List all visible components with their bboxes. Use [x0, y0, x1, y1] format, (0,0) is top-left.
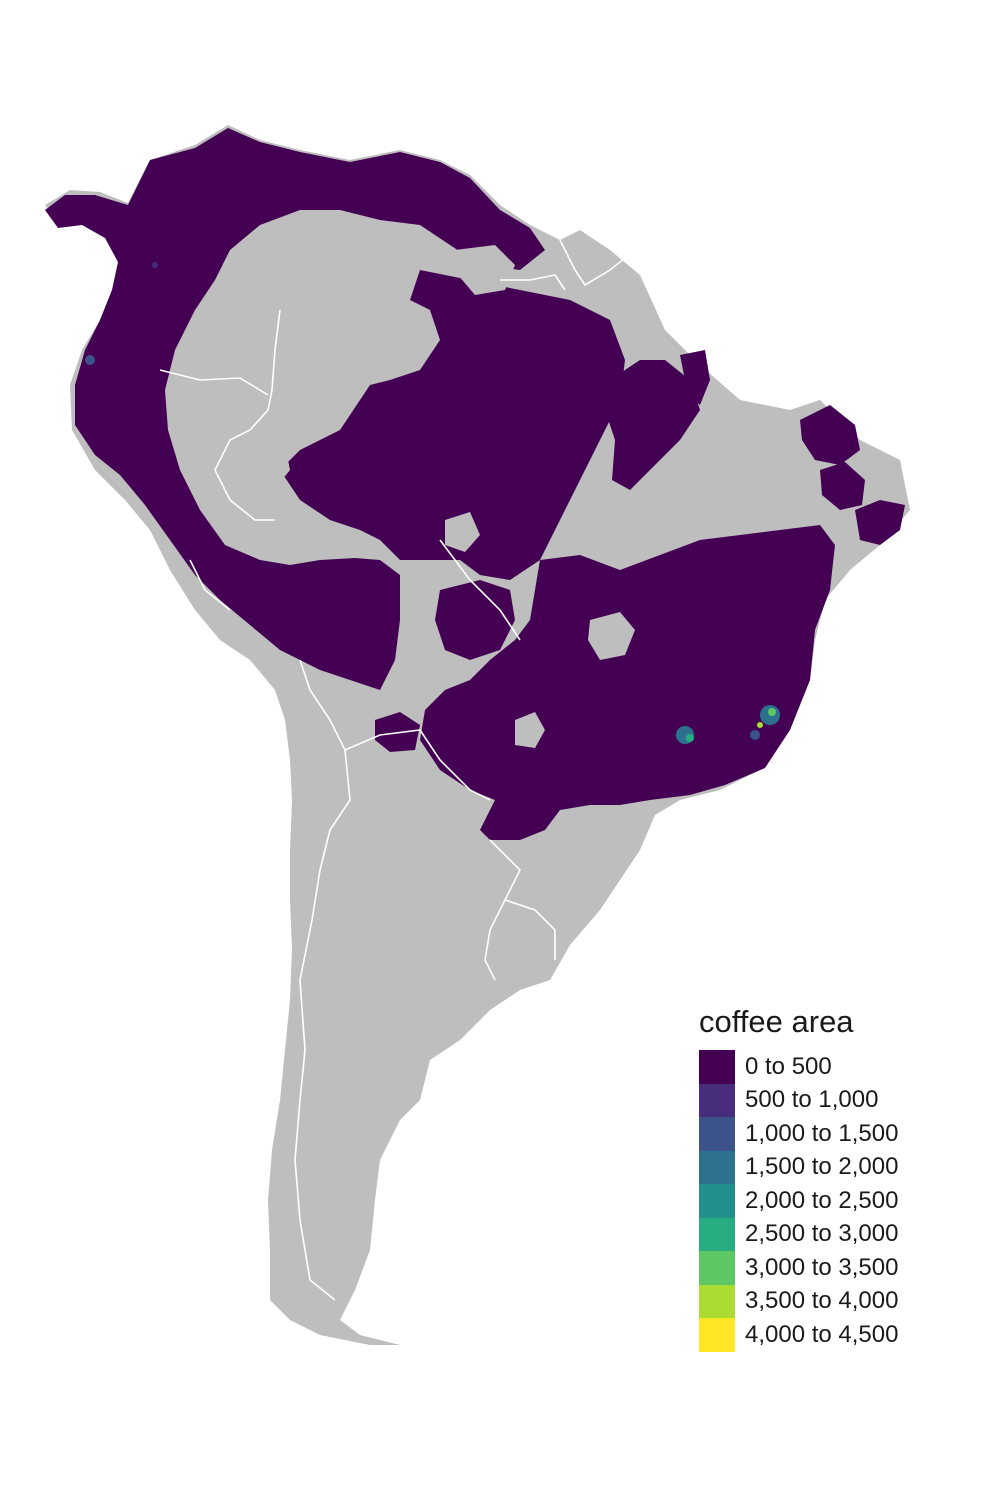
legend-item: 1,500 to 2,000	[699, 1150, 899, 1184]
legend-item: 1,000 to 1,500	[699, 1117, 898, 1151]
legend-swatch	[699, 1083, 735, 1117]
legend-swatch	[699, 1050, 735, 1084]
legend-item: 500 to 1,000	[699, 1083, 898, 1117]
legend-item: 4,000 to 4,500	[699, 1318, 898, 1352]
legend-swatch	[699, 1117, 735, 1151]
legend-label: 1,000 to 1,500	[745, 1119, 899, 1147]
coffee-hotspots	[85, 262, 780, 744]
legend-label: 0 to 500	[745, 1052, 832, 1080]
legend-swatch	[699, 1150, 735, 1184]
legend-swatch	[699, 1184, 735, 1218]
legend-swatch	[699, 1284, 735, 1318]
legend-swatch	[699, 1217, 735, 1251]
legend-swatch	[699, 1318, 735, 1352]
map-legend: coffee area 0 to 500 500 to 1,000 1,000 to…	[699, 1002, 898, 1352]
legend-label: 2,000 to 2,500	[745, 1186, 899, 1214]
legend-rows: 0 to 500 500 to 1,000 1,000 to 1,500 1,500 …	[699, 1050, 898, 1352]
legend-title: coffee area	[699, 1004, 854, 1039]
legend-item: 3,000 to 3,500	[699, 1251, 898, 1285]
coffee-area-region	[45, 128, 905, 840]
legend-label: 3,500 to 4,000	[745, 1287, 899, 1315]
legend-item: 0 to 500	[699, 1050, 898, 1084]
non-coffee-gaps	[220, 245, 635, 748]
legend-item: 2,000 to 2,500	[699, 1184, 898, 1218]
legend-label: 1,500 to 2,000	[745, 1153, 899, 1181]
legend-swatch	[699, 1251, 735, 1285]
legend-label: 3,000 to 3,500	[745, 1253, 899, 1281]
legend-label: 2,500 to 3,000	[745, 1220, 899, 1248]
legend-item: 2,500 to 3,000	[699, 1217, 899, 1251]
legend-label: 4,000 to 4,500	[745, 1320, 899, 1348]
legend-item: 3,500 to 4,000	[699, 1284, 899, 1318]
legend-label: 500 to 1,000	[745, 1086, 879, 1114]
country-borders	[159, 239, 626, 1301]
